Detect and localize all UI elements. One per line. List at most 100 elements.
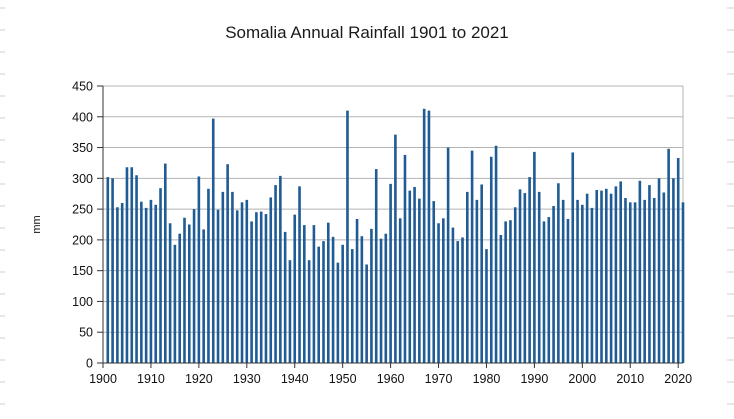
bar-1970 [437,223,440,363]
bar-1975 [461,237,464,363]
bar-2020 [676,158,680,363]
bar-1944 [312,225,316,363]
x-tick-label: 2010 [616,372,644,386]
bar-1954 [360,236,364,363]
bar-2015 [652,198,656,363]
x-tick-label: 1910 [137,372,165,386]
bar-1967 [422,108,426,363]
bar-1978 [475,199,479,363]
bar-1924 [216,209,220,363]
bars [106,108,685,364]
bar-1962 [398,218,402,363]
bar-1933 [259,211,263,363]
y-tick-label: 150 [72,264,93,278]
y-tick-label: 0 [86,357,93,371]
bar-1988 [523,193,527,363]
bar-1965 [413,186,416,363]
bar-1983 [499,234,503,363]
bar-1951 [346,110,349,364]
x-tick-label: 1920 [185,372,213,386]
bar-1909 [144,207,148,363]
bar-1940 [293,214,297,363]
bar-1903 [116,207,119,363]
bar-1952 [350,249,354,363]
bar-2010 [628,202,632,363]
bar-1918 [187,224,191,363]
bar-2018 [667,148,670,363]
bar-1960 [389,183,392,363]
bar-1986 [513,207,517,363]
y-tick-label: 450 [72,80,93,94]
x-tick-label: 2000 [568,372,596,386]
bar-1969 [432,201,436,363]
bar-1992 [542,221,546,363]
bar-1966 [418,198,421,363]
bar-1961 [394,134,397,363]
bar-1997 [566,218,570,363]
bar-1977 [470,150,474,363]
bar-2007 [614,186,618,363]
bar-2002 [590,207,594,363]
y-tick-label: 100 [72,295,93,309]
y-tick-label: 50 [79,326,93,340]
bar-2004 [600,190,603,363]
bar-1987 [518,189,522,363]
bar-1948 [331,236,335,363]
bar-1921 [202,229,205,363]
bar-1956 [370,228,373,363]
bar-1906 [130,167,134,363]
bar-1998 [571,152,575,363]
bar-1927 [231,191,234,363]
x-tick-label: 1940 [281,372,309,386]
bar-1914 [168,223,172,363]
bar-1920 [197,176,201,363]
bar-1994 [552,206,555,363]
bar-2012 [638,180,642,363]
axes [102,86,683,364]
bar-1941 [298,186,301,363]
bar-1942 [303,225,306,363]
bar-1902 [111,178,114,363]
bar-1964 [408,190,412,363]
bar-2017 [662,192,666,363]
bar-2013 [643,199,646,363]
bar-2019 [672,178,675,363]
bar-1989 [528,177,531,363]
x-tick-label: 1950 [329,372,357,386]
y-tick-label: 250 [72,203,93,217]
bar-1981 [489,156,493,363]
x-tick-label: 1980 [473,372,501,386]
bar-1945 [317,246,320,363]
bar-1990 [533,151,536,363]
bar-2011 [633,202,637,363]
bar-1925 [221,191,225,363]
bar-1949 [336,262,340,363]
bar-1911 [154,204,158,363]
y-axis-label: mm [31,215,43,233]
bar-1917 [183,217,186,363]
bar-2021 [681,202,685,363]
bar-1947 [326,222,330,363]
bar-1996 [561,199,565,363]
bar-2014 [648,185,651,363]
bar-2003 [595,190,599,363]
bar-1963 [403,154,407,363]
bar-1922 [207,188,210,363]
bar-1935 [269,197,273,363]
bar-2009 [624,198,627,363]
bar-1910 [149,199,153,363]
y-tick-label: 200 [72,233,93,247]
bar-1946 [322,241,325,363]
y-tick-label: 300 [72,172,93,186]
bar-1915 [173,244,177,363]
bar-1937 [279,175,282,363]
bar-1904 [120,202,124,363]
bar-1936 [274,185,277,363]
bar-1953 [355,218,359,363]
bar-2000 [581,204,584,363]
bar-1916 [178,233,181,363]
bar-2005 [605,188,608,363]
bar-1919 [192,209,196,363]
x-tick-label: 2020 [664,372,692,386]
